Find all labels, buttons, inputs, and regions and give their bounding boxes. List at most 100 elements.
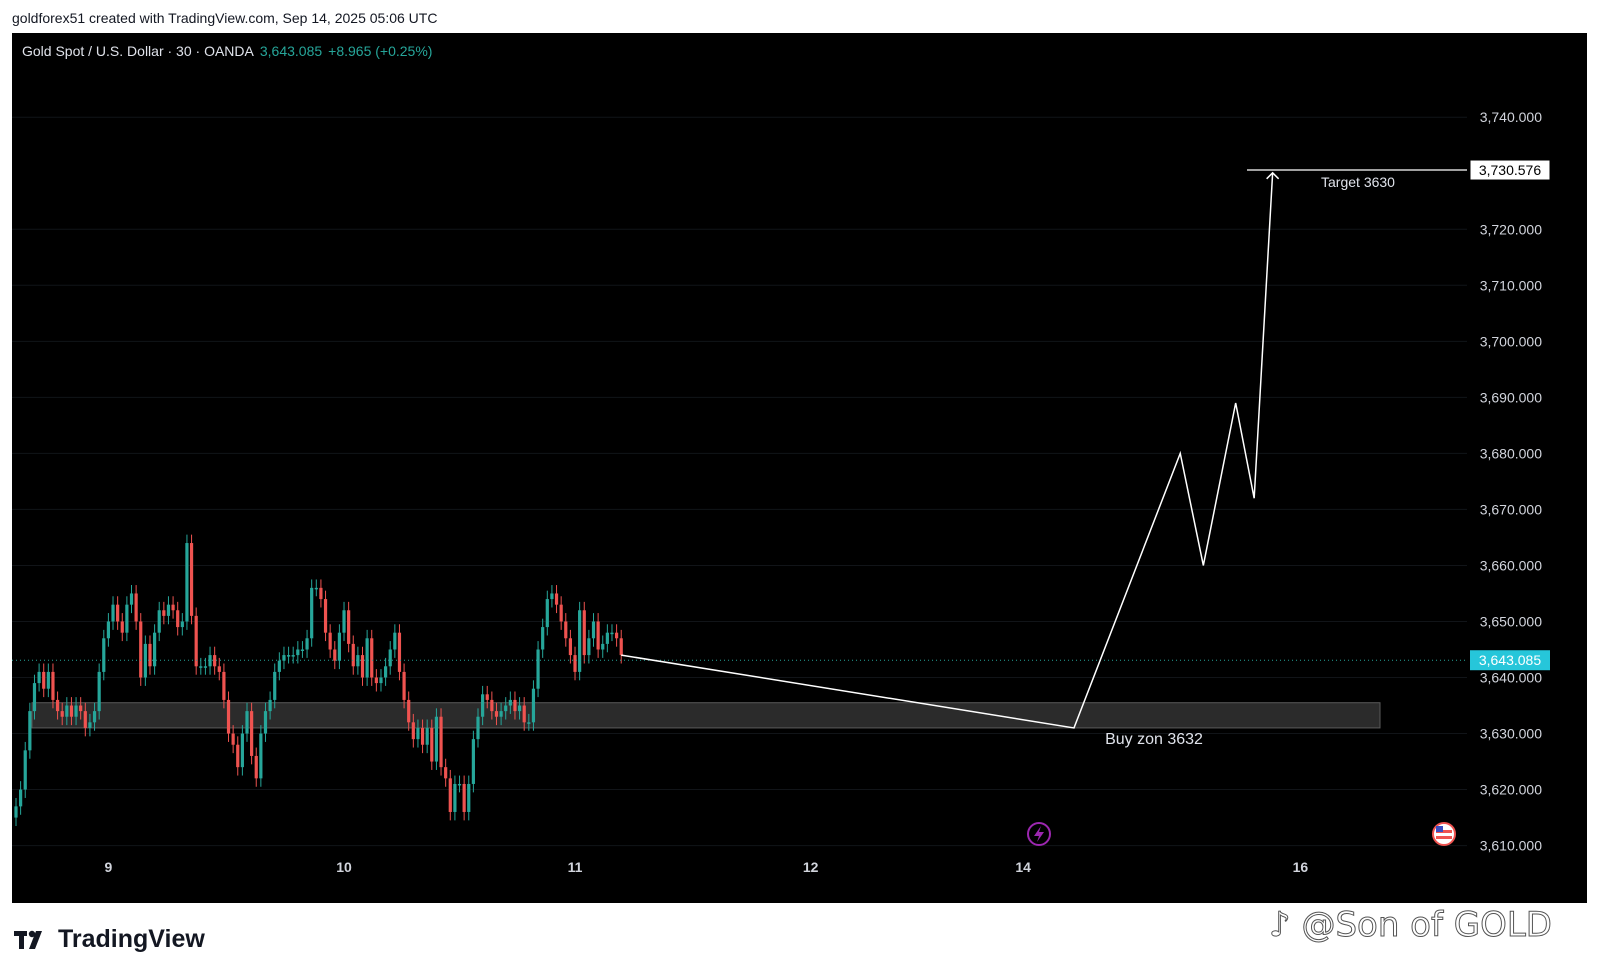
candle-body — [393, 632, 397, 650]
candle-body — [88, 722, 92, 728]
candle-body — [139, 621, 143, 678]
candle-body — [42, 671, 46, 689]
candle-body — [189, 543, 194, 616]
y-tick-label: 3,610.000 — [1480, 838, 1542, 854]
candle-body — [282, 655, 286, 661]
y-tick-label: 3,640.000 — [1480, 670, 1542, 686]
y-tick-label: 3,740.000 — [1480, 109, 1542, 125]
candle-body — [199, 666, 203, 668]
candle-body — [46, 671, 50, 689]
candle-body — [568, 638, 572, 656]
candle-body — [596, 621, 600, 650]
candle-body — [319, 587, 323, 600]
candle-body — [134, 593, 138, 622]
candle-body — [467, 783, 471, 812]
candle-body — [351, 643, 355, 667]
candle-body — [226, 699, 231, 734]
candle-body — [582, 610, 586, 656]
y-tick-label: 3,620.000 — [1480, 782, 1542, 798]
candle-body — [430, 727, 434, 762]
candle-body — [268, 699, 272, 712]
candle-body — [116, 604, 120, 622]
candle-body — [342, 610, 346, 633]
candle-body — [97, 671, 101, 712]
price-chart[interactable]: 3,740.000 3,720.000 3,710.000 3,700.000 3,69… — [12, 33, 1587, 903]
y-tick-label: 3,700.000 — [1480, 333, 1542, 349]
candle-body — [453, 783, 457, 812]
candle-body — [360, 655, 365, 678]
candle-body — [513, 699, 517, 712]
author-watermark: ♪ @Son of GOLD — [1268, 905, 1552, 946]
candle-body — [32, 683, 37, 712]
candle-body — [102, 638, 106, 672]
tradingview-logo-icon — [14, 930, 42, 949]
candle-body — [222, 671, 226, 700]
candle-body — [356, 655, 360, 667]
candle-body — [157, 610, 161, 633]
candle-body — [573, 655, 577, 672]
tradingview-brand[interactable]: TradingView — [14, 925, 205, 954]
candle-body — [300, 649, 305, 651]
candle-body — [522, 705, 526, 723]
candle-body — [434, 716, 439, 762]
candle-body — [14, 806, 18, 818]
candle-body — [504, 705, 508, 712]
last-price-value: 3,643.085 — [259, 43, 323, 59]
candle-body — [291, 655, 295, 657]
y-tick-label: 3,630.000 — [1480, 726, 1542, 742]
candle-body — [550, 593, 554, 600]
candle-body — [402, 671, 406, 700]
candle-body — [564, 621, 568, 639]
candle-body — [527, 722, 531, 724]
candle-body — [370, 638, 374, 678]
candle-body — [231, 733, 235, 745]
x-tick-label: 10 — [336, 859, 352, 875]
candle-body — [397, 632, 402, 672]
candle-body — [245, 711, 249, 734]
lightning-icon — [1027, 822, 1051, 846]
candle-body — [23, 750, 27, 790]
candle-body — [499, 711, 503, 717]
candle-body — [536, 649, 540, 689]
candle-body — [587, 638, 591, 656]
candle-body — [250, 711, 254, 756]
symbol-title: Gold Spot / U.S. Dollar · 30 · OANDA — [22, 43, 254, 59]
candle-body — [69, 705, 74, 717]
candle-body — [508, 699, 512, 706]
candle-body — [273, 671, 277, 700]
candle-body — [171, 604, 175, 611]
projection-path — [621, 172, 1274, 729]
candle-body — [462, 783, 466, 812]
candle-body — [19, 789, 23, 807]
candle-body — [263, 711, 268, 734]
candle-body — [610, 632, 614, 635]
candle-body — [328, 632, 332, 650]
candle-body — [236, 744, 240, 768]
candle-body — [476, 716, 480, 740]
candle-body — [379, 677, 383, 684]
candle-body — [374, 677, 378, 684]
candle-body — [420, 727, 425, 745]
candle-body — [545, 599, 549, 628]
chart-attribution: goldforex51 created with TradingView.com… — [12, 10, 438, 26]
candle-body — [28, 711, 32, 751]
y-tick-label: 3,690.000 — [1480, 389, 1542, 405]
candle-body — [259, 733, 263, 779]
candle-body — [153, 632, 157, 667]
price-change-value: +8.965 (+0.25%) — [328, 43, 433, 59]
chart-panel[interactable]: 3,740.000 3,720.000 3,710.000 3,700.000 3,69… — [12, 33, 1587, 903]
candle-body — [92, 711, 97, 723]
candle-body — [416, 727, 420, 740]
candle-body — [384, 666, 388, 678]
candle-body — [79, 705, 83, 712]
y-tick-label: 3,660.000 — [1480, 557, 1542, 573]
candle-body — [337, 632, 341, 661]
candle-body — [143, 643, 147, 678]
candle-body — [305, 638, 309, 650]
candle-body — [185, 543, 189, 622]
candle-body — [407, 699, 411, 723]
candle-body — [277, 660, 281, 672]
candle-body — [296, 649, 300, 656]
candle-body — [439, 716, 443, 768]
lightning-glyph — [1034, 826, 1044, 842]
